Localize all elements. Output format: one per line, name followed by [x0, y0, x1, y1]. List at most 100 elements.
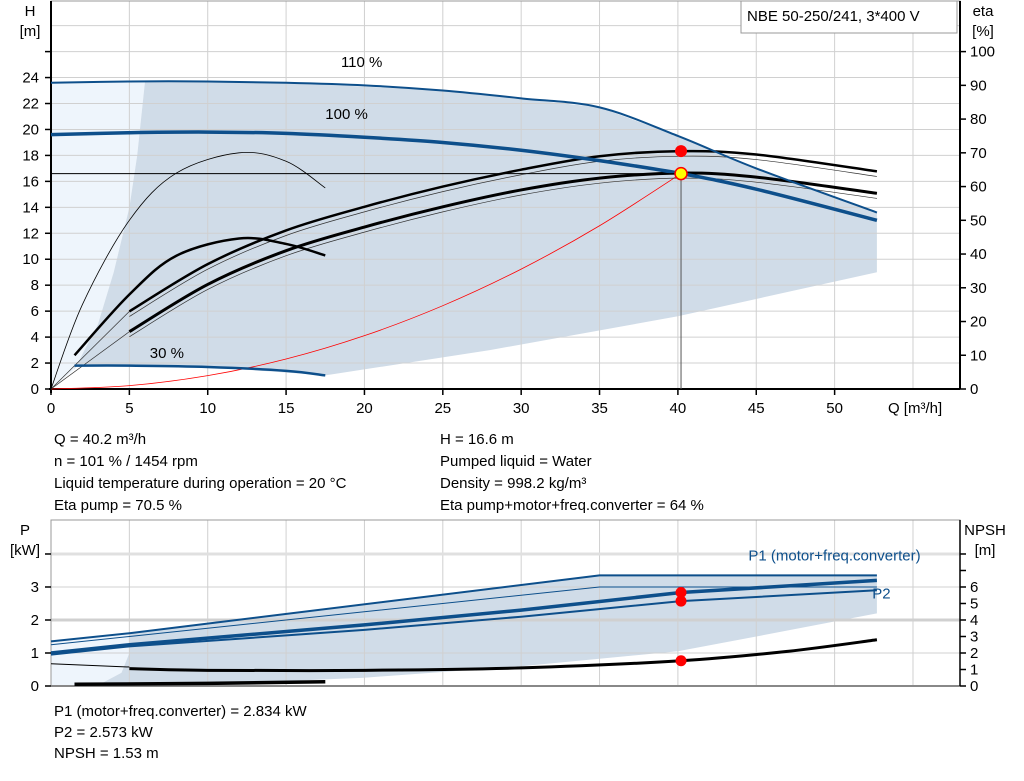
curve-label: 100 %: [325, 106, 368, 123]
eta-curve: [73, 236, 326, 357]
p2-point: [675, 595, 687, 607]
x-tick-label: 25: [434, 400, 451, 417]
power-curve: [50, 574, 877, 643]
npsh-tick-label: 3: [970, 628, 978, 645]
title-box: [740, 0, 958, 34]
y-left-tick-label: 8: [31, 277, 39, 294]
y-left-tick-label: 0: [31, 381, 39, 398]
npsh-tick-label: 2: [970, 645, 978, 662]
y-left-axis-label: [m]: [20, 23, 41, 40]
system-curve: [50, 173, 682, 390]
y-left-tick-label: 14: [22, 199, 39, 216]
result-npsh: NPSH = 1.53 m: [54, 745, 159, 762]
head-curve: [50, 80, 878, 214]
y-right-tick-label: 0: [970, 381, 978, 398]
y-right-axis-label: [%]: [972, 23, 994, 40]
result-flow: Q = 40.2 m³/h: [54, 431, 147, 448]
power-curve: [50, 586, 877, 646]
results-power: P1 (motor+freq.converter) = 2.834 kW P2 …: [54, 701, 307, 764]
y-left-tick-label: 24: [22, 70, 39, 87]
y-right-tick-label: 10: [970, 347, 987, 364]
npsh-curve: [129, 638, 878, 673]
y-left-tick-label: 16: [22, 173, 39, 190]
x-tick-label: 40: [670, 400, 687, 417]
y-right-tick-label: 70: [970, 145, 987, 162]
result-speed: n = 101 % / 1454 rpm: [54, 453, 198, 470]
y-right-tick-label: 30: [970, 280, 987, 297]
y-right-tick-label: 50: [970, 212, 987, 229]
result-p1: P1 (motor+freq.converter) = 2.834 kW: [54, 703, 307, 720]
y-left-tick-label: 6: [31, 303, 39, 320]
p-tick-label: 2: [31, 612, 39, 629]
eta-curve: [50, 151, 326, 390]
x-tick-label: 20: [356, 400, 373, 417]
eta-curve-start: [50, 311, 130, 390]
y-left-tick-label: 4: [31, 329, 39, 346]
y-right-tick-label: 60: [970, 179, 987, 196]
result-eta-pump: Eta pump = 70.5 %: [54, 497, 182, 514]
eta-curve-start: [50, 331, 130, 390]
x-tick-label: 0: [47, 400, 55, 417]
eta-curve: [128, 171, 878, 333]
y-left-tick-label: 10: [22, 251, 39, 268]
eta-pump-point: [675, 145, 688, 158]
x-tick-label: 45: [748, 400, 765, 417]
y-left-tick-label: 12: [22, 225, 39, 242]
npsh-axis-label: NPSH: [964, 522, 1006, 539]
p-axis-label: [kW]: [10, 542, 40, 559]
y-right-tick-label: 40: [970, 246, 987, 263]
p-axis-label: P: [20, 522, 30, 539]
npsh-tick-label: 1: [970, 661, 978, 678]
y-right-tick-label: 100: [970, 44, 995, 61]
power-curve: [50, 578, 878, 655]
eta-curve-variant: [129, 177, 877, 338]
eta-curve: [128, 149, 878, 313]
npsh-axis-label: [m]: [975, 542, 996, 559]
band-light-top: [51, 81, 145, 389]
p-tick-label: 0: [31, 678, 39, 695]
y-right-tick-label: 20: [970, 314, 987, 331]
p-tick-label: 1: [31, 645, 39, 662]
operating-point: [674, 166, 688, 181]
x-tick-label: 5: [125, 400, 133, 417]
results-left: Q = 40.2 m³/h n = 101 % / 1454 rpm Liqui…: [54, 429, 346, 517]
y-right-axis-label: eta: [973, 3, 995, 20]
result-eta-total: Eta pump+motor+freq.converter = 64 %: [440, 497, 704, 514]
y-right-tick-label: 80: [970, 111, 987, 128]
npsh-curve-start: [50, 663, 130, 668]
npsh-tick-label: 4: [970, 612, 978, 629]
x-tick-label: 15: [278, 400, 295, 417]
head-curve: [50, 130, 878, 222]
series-label: P2: [872, 586, 890, 603]
result-liquid: Pumped liquid = Water: [440, 453, 592, 470]
title-box-text: NBE 50-250/241, 3*400 V: [747, 8, 920, 25]
power-curve: [50, 589, 877, 656]
result-p2: P2 = 2.573 kW: [54, 724, 153, 741]
x-tick-label: 10: [199, 400, 216, 417]
x-tick-label: 35: [591, 400, 608, 417]
result-density: Density = 998.2 kg/m³: [440, 475, 587, 492]
results-right: H = 16.6 m Pumped liquid = Water Density…: [440, 429, 704, 517]
x-tick-label: 30: [513, 400, 530, 417]
x-tick-label: 50: [826, 400, 843, 417]
y-left-tick-label: 2: [31, 355, 39, 372]
y-right-tick-label: 90: [970, 77, 987, 94]
curve-label: 110 %: [341, 54, 382, 71]
npsh-tick-label: 6: [970, 579, 978, 596]
head-curve: [74, 364, 326, 377]
npsh-tick-label: 0: [970, 678, 978, 695]
result-temperature: Liquid temperature during operation = 20…: [54, 475, 347, 492]
y-left-axis-label: H: [25, 3, 36, 20]
p-tick-label: 3: [31, 579, 39, 596]
power-curve: [74, 679, 326, 687]
series-label: P1 (motor+freq.converter): [748, 548, 920, 565]
curve-label: 30 %: [150, 345, 184, 362]
x-axis-label: Q [m³/h]: [888, 400, 942, 417]
y-left-tick-label: 18: [22, 147, 39, 164]
npsh-point: [675, 655, 687, 667]
y-left-tick-label: 20: [22, 121, 39, 138]
npsh-tick-label: 5: [970, 595, 978, 612]
result-head: H = 16.6 m: [440, 431, 514, 448]
y-left-tick-label: 22: [22, 96, 39, 113]
